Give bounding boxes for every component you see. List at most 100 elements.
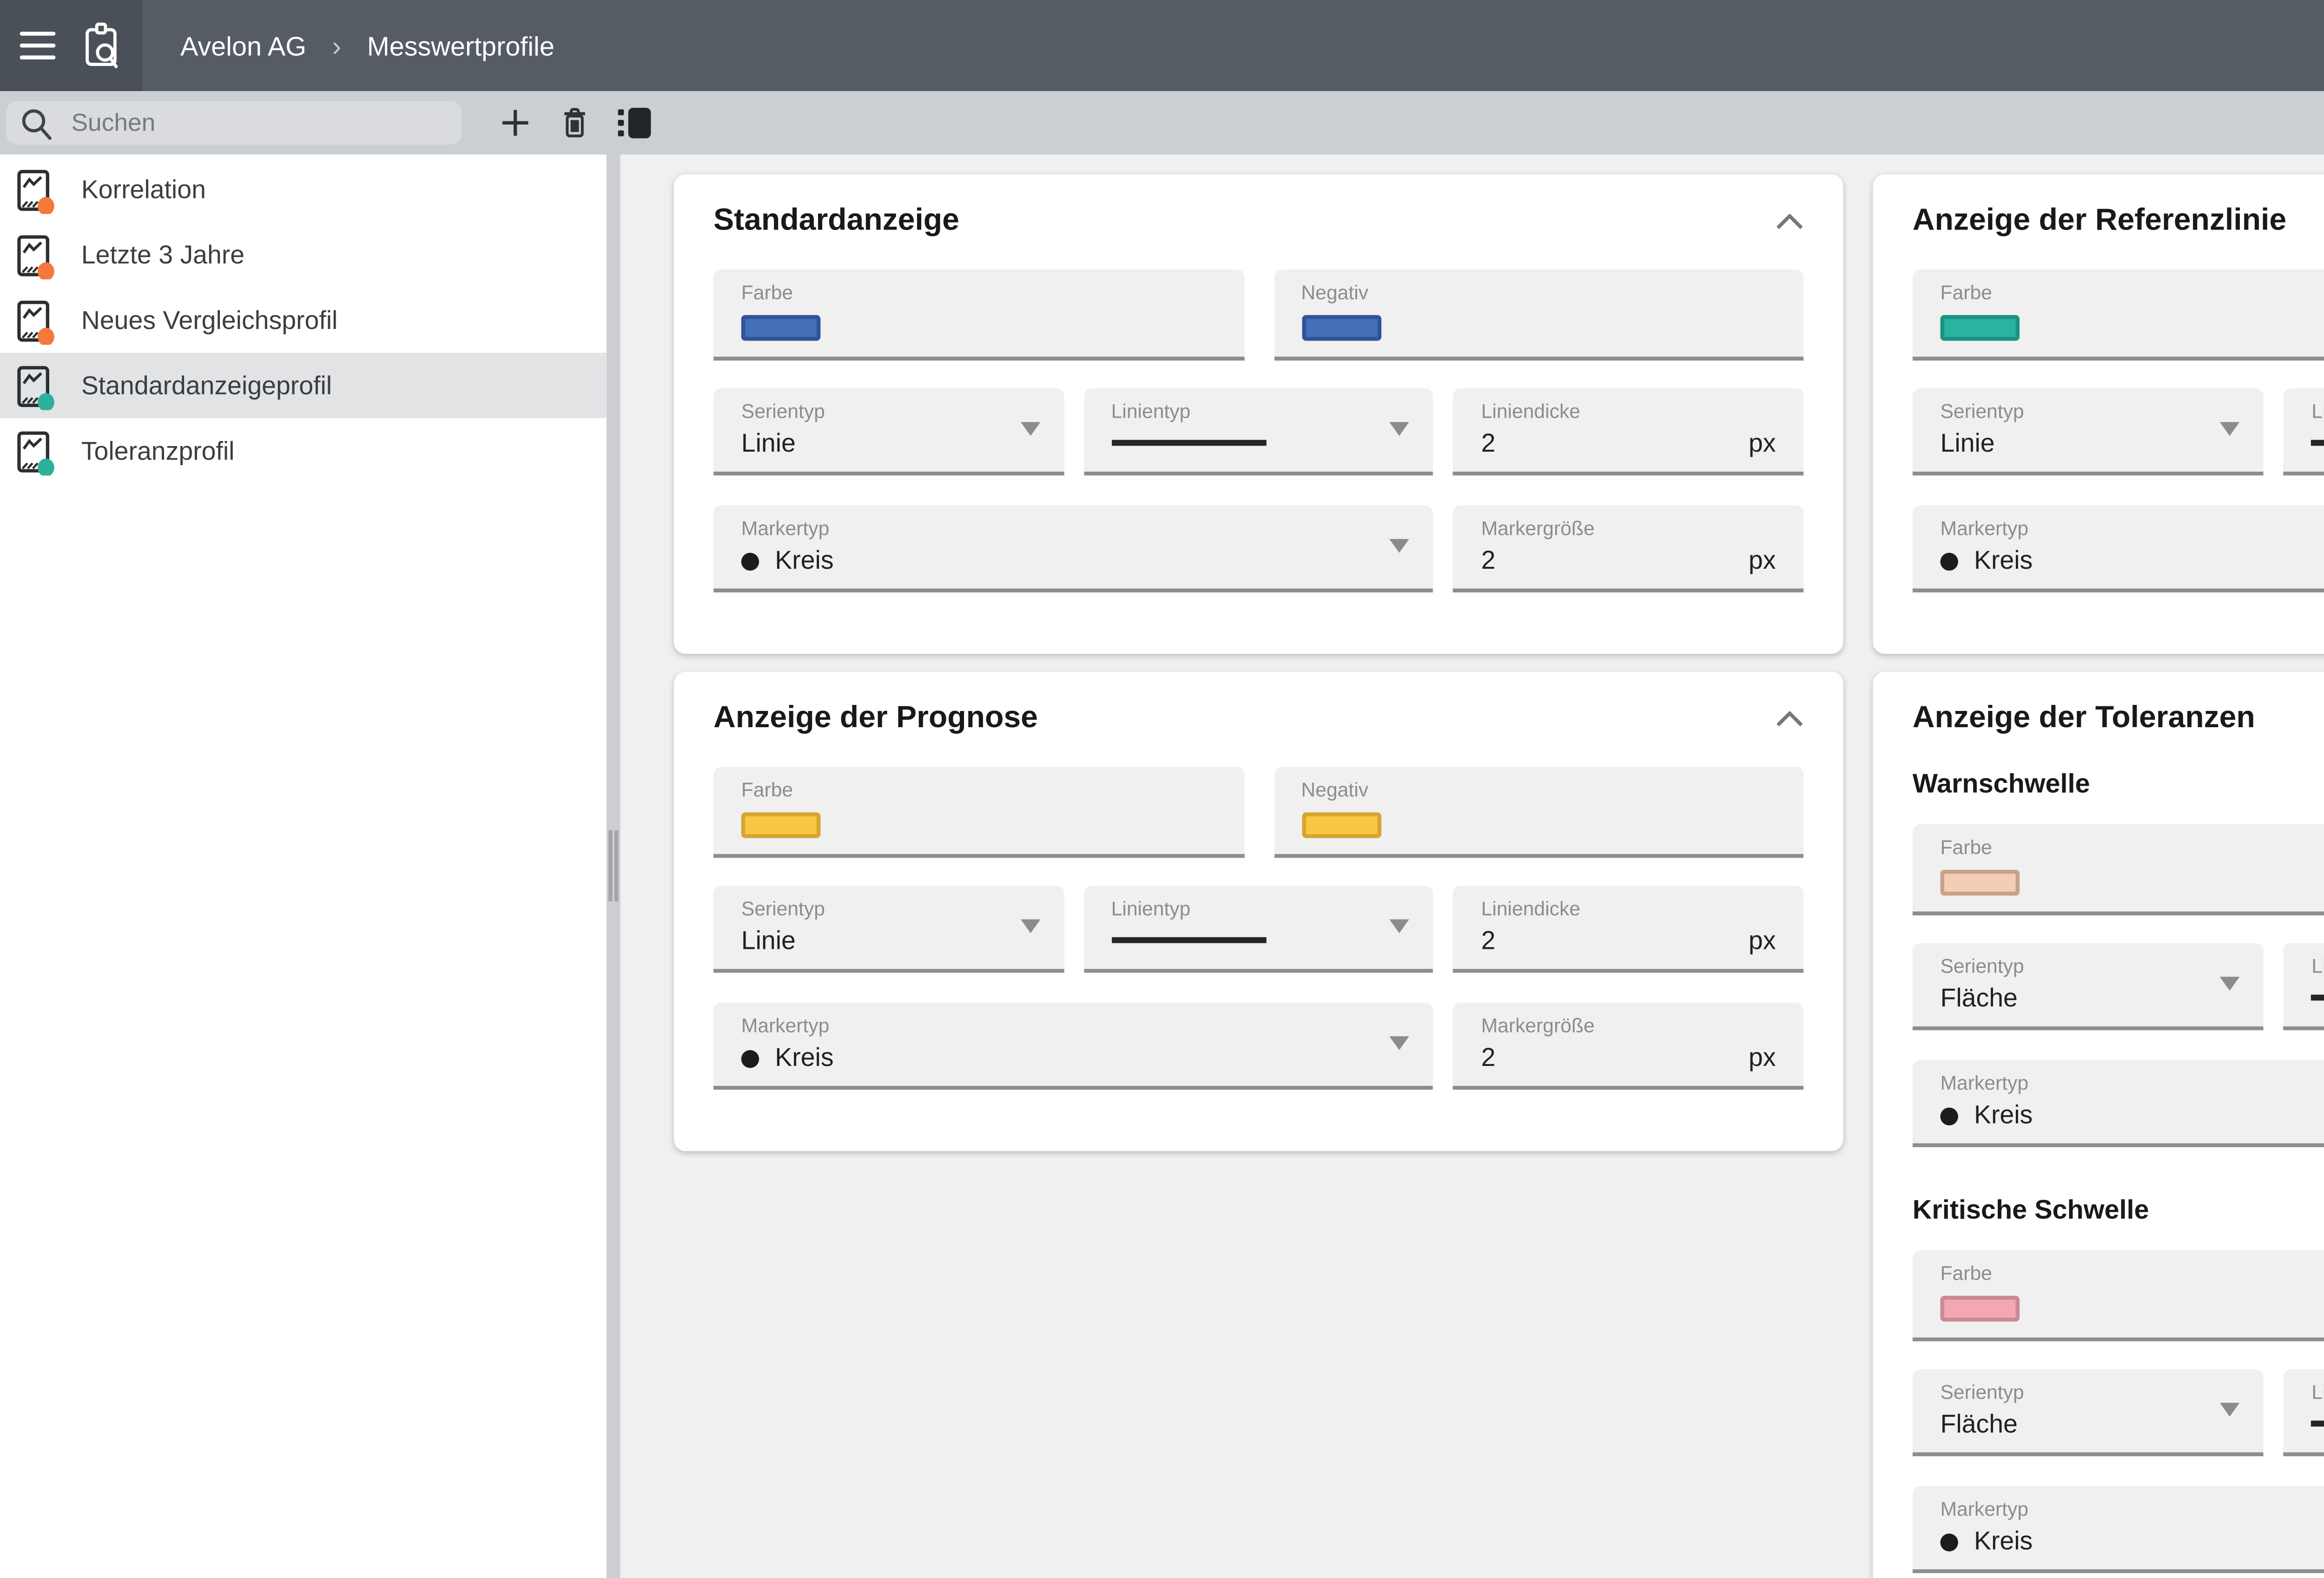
breadcrumb-item-company[interactable]: Avelon AG: [180, 31, 306, 61]
farbe-color-field[interactable]: Farbe: [1912, 1250, 2324, 1341]
serientyp-value: Linie: [741, 428, 796, 458]
field-label: Serientyp: [741, 402, 825, 424]
collapse-chevron-button[interactable]: [1772, 699, 1808, 737]
liniendicke-input[interactable]: Liniendicke 2 px: [1453, 886, 1804, 973]
color-row: Farbe Negativ: [713, 269, 1804, 361]
markergroesse-input[interactable]: Markergröße 2 px: [1453, 1002, 1804, 1090]
field-label: Markertyp: [1940, 1499, 2029, 1522]
field-label: Markertyp: [1940, 1074, 2029, 1096]
linientyp-select[interactable]: Linientyp: [2284, 943, 2324, 1031]
sidebar-item-standardanzeigeprofil[interactable]: Standardanzeigeprofil: [0, 352, 607, 418]
serientyp-select[interactable]: Serientyp Fläche: [1912, 1369, 2264, 1457]
sidebar-item-korrelation[interactable]: Korrelation: [0, 157, 607, 222]
card-title: Anzeige der Toleranzen: [1912, 701, 2255, 735]
topbar: Avelon AG › Messwertprofile Aaron Adams: [0, 0, 2324, 92]
farbe-color-field[interactable]: Farbe: [713, 767, 1244, 858]
linientyp-select[interactable]: Linientyp: [2284, 1369, 2324, 1457]
marker-settings-row: Markertyp Kreis Markergröße 2 px: [713, 1002, 1804, 1090]
chevron-down-icon: [1020, 422, 1040, 436]
marker-settings-row: Markertyp Kreis Markergröße 2 px: [713, 505, 1804, 592]
serientyp-value: Linie: [1940, 428, 1995, 458]
liniendicke-value: 2: [1481, 428, 1496, 458]
sidebar-splitter[interactable]: [606, 154, 621, 1578]
line-settings-row: Serientyp Fläche Linientyp Liniendicke 2…: [1912, 943, 2324, 1031]
color-row: Farbe Negativ: [1912, 269, 2324, 361]
add-profile-button[interactable]: [486, 97, 545, 149]
serientyp-value: Fläche: [1940, 1408, 2018, 1439]
search-field[interactable]: [6, 101, 462, 145]
marker-settings-row: Markertyp Kreis Markergröße 2 px: [1912, 1486, 2324, 1573]
delete-profile-button[interactable]: [545, 97, 605, 149]
field-label: Markergröße: [1481, 1016, 1595, 1039]
line-style-sample: [1111, 440, 1266, 446]
serientyp-select[interactable]: Serientyp Linie: [713, 886, 1064, 973]
breadcrumb-separator-icon: ›: [332, 29, 342, 62]
circle-marker-icon: [741, 552, 759, 571]
sidebar-item-letzte-3-jahre[interactable]: Letzte 3 Jahre: [0, 222, 607, 288]
field-label: Farbe: [741, 781, 793, 802]
serientyp-select[interactable]: Serientyp Fläche: [1912, 943, 2264, 1031]
line-style-sample: [2311, 994, 2324, 1001]
field-label: Linientyp: [2311, 1383, 2324, 1405]
serientyp-select[interactable]: Serientyp Linie: [1912, 388, 2264, 476]
sidebar-item-label: Korrelation: [81, 174, 206, 204]
color-swatch: [741, 315, 821, 341]
field-label: Markertyp: [741, 1016, 830, 1039]
field-label: Linientyp: [1111, 402, 1191, 424]
circle-marker-icon: [1940, 1533, 1958, 1552]
card-referenzlinie: Anzeige der Referenzlinie Farbe Negativ …: [1873, 174, 2324, 654]
menu-button[interactable]: [20, 32, 56, 59]
field-label: Liniendicke: [1481, 899, 1581, 921]
linientyp-select[interactable]: Linientyp: [1083, 886, 1434, 973]
app-logo-icon[interactable]: [79, 20, 127, 72]
field-label: Liniendicke: [1481, 402, 1581, 424]
profile-chart-icon: [17, 234, 54, 279]
line-settings-row: Serientyp Linie Linientyp Liniendicke 2 …: [713, 886, 1804, 973]
field-label: Negativ: [1301, 283, 1368, 305]
liniendicke-input[interactable]: Liniendicke 2 px: [1453, 388, 1804, 476]
markergroesse-input[interactable]: Markergröße 2 px: [1453, 505, 1804, 592]
section-heading: Warnschwelle: [1912, 769, 2090, 799]
negativ-color-field[interactable]: Negativ: [1273, 269, 1804, 361]
sidebar-item-label: Toleranzprofil: [81, 436, 235, 466]
breadcrumb: Avelon AG › Messwertprofile: [180, 0, 555, 91]
farbe-color-field[interactable]: Farbe: [713, 269, 1244, 361]
field-label: Serientyp: [1940, 402, 2024, 424]
linientyp-select[interactable]: Linientyp: [2284, 388, 2324, 476]
markertyp-select[interactable]: Markertyp Kreis: [713, 1002, 1434, 1090]
line-style-sample: [1111, 937, 1266, 943]
color-swatch: [1940, 869, 2020, 896]
search-input[interactable]: [67, 107, 424, 139]
field-label: Linientyp: [1111, 899, 1191, 921]
field-label: Farbe: [741, 283, 793, 305]
line-style-sample: [2311, 440, 2324, 446]
markergroesse-value: 2: [1481, 1042, 1496, 1072]
profile-chart-icon: [17, 365, 54, 409]
markertyp-select[interactable]: Markertyp Kreis: [1912, 505, 2324, 592]
chevron-down-icon: [1390, 539, 1410, 553]
field-label: Serientyp: [1940, 1383, 2024, 1405]
farbe-color-field[interactable]: Farbe: [1912, 269, 2324, 361]
profile-chart-icon: [17, 430, 54, 475]
negativ-color-field[interactable]: Negativ: [1273, 767, 1804, 858]
color-swatch: [1301, 315, 1380, 341]
sidebar-item-toleranzprofil[interactable]: Toleranzprofil: [0, 418, 607, 484]
markertyp-select[interactable]: Markertyp Kreis: [713, 505, 1434, 592]
collapse-chevron-button[interactable]: [1772, 202, 1808, 240]
markertyp-value: Kreis: [741, 1042, 834, 1072]
field-label: Linientyp: [2311, 957, 2324, 979]
split-view-icon[interactable]: [605, 97, 664, 149]
markertyp-select[interactable]: Markertyp Kreis: [1912, 1486, 2324, 1573]
serientyp-select[interactable]: Serientyp Linie: [713, 388, 1064, 476]
markertyp-value: Kreis: [741, 545, 834, 575]
farbe-color-field[interactable]: Farbe: [1912, 824, 2324, 915]
profile-list: Korrelation Letzte 3 Jahre Neues Verglei…: [0, 154, 607, 1578]
px-suffix: px: [1749, 545, 1776, 575]
color-row: Farbe Negativ: [713, 767, 1804, 858]
markertyp-select[interactable]: Markertyp Kreis: [1912, 1060, 2324, 1147]
sidebar-item-neues-vergleichsprofil[interactable]: Neues Vergleichsprofil: [0, 287, 607, 353]
px-suffix: px: [1749, 428, 1776, 458]
color-swatch: [1940, 1295, 2020, 1322]
linientyp-select[interactable]: Linientyp: [1083, 388, 1434, 476]
circle-marker-icon: [1940, 552, 1958, 571]
